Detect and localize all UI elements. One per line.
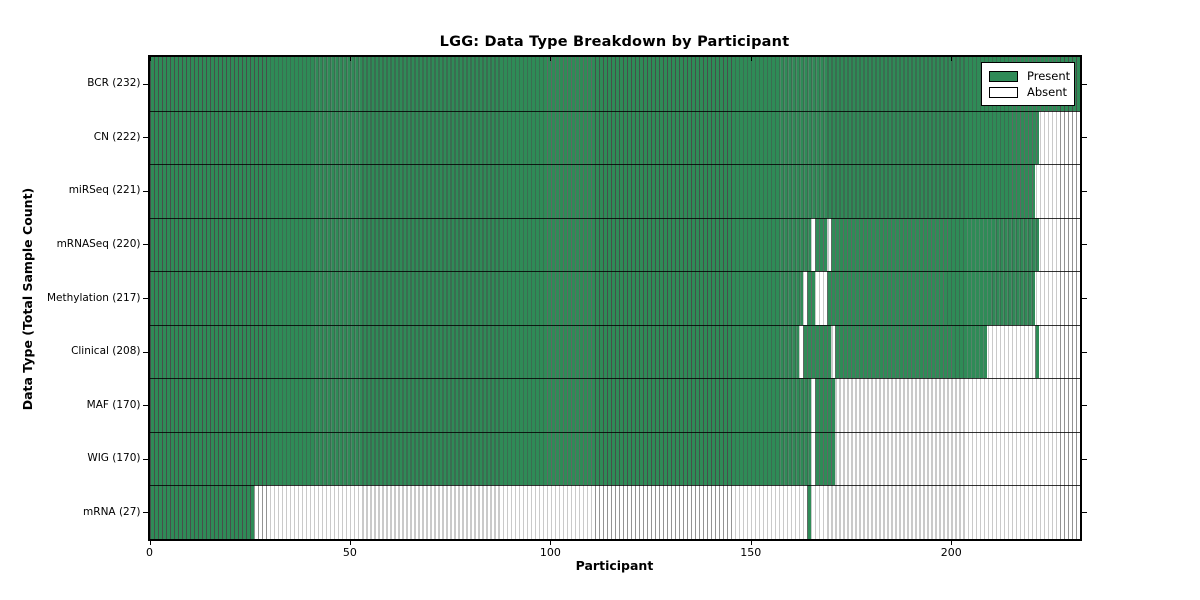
y-tick	[142, 512, 148, 514]
heatmap-row-miRSeq	[149, 164, 1080, 218]
y-tick	[1081, 405, 1087, 407]
row-separator	[149, 164, 1080, 166]
x-tick	[750, 541, 752, 545]
row-separator	[149, 324, 1080, 326]
legend-label-present: Present	[1027, 69, 1071, 83]
x-tick-label: 0	[146, 546, 153, 559]
present-segment	[149, 271, 803, 325]
x-tick	[149, 541, 151, 545]
x-tick	[349, 57, 351, 61]
y-tick-label: CN (222)	[93, 130, 141, 143]
x-tick-label: 200	[940, 546, 962, 559]
y-tick	[1081, 244, 1087, 246]
present-segment	[806, 271, 815, 325]
y-tick	[142, 405, 148, 407]
row-separator	[149, 485, 1080, 487]
present-segment	[814, 217, 827, 272]
row-separator	[149, 378, 1080, 380]
y-tick	[1081, 458, 1087, 460]
y-tick	[142, 351, 148, 353]
x-tick-label: 150	[740, 546, 762, 559]
y-tick-label: MAF (170)	[86, 398, 141, 411]
y-tick-label: mRNASeq (220)	[56, 237, 141, 250]
legend-label-absent: Absent	[1027, 85, 1068, 99]
x-tick	[750, 57, 752, 61]
y-tick-label: BCR (232)	[87, 77, 141, 90]
row-separator	[149, 110, 1080, 112]
present-segment	[1035, 324, 1040, 379]
heatmap-row-Methylation	[149, 271, 1080, 325]
y-tick-label: Clinical (208)	[71, 345, 141, 358]
legend-item-absent: Absent	[989, 84, 1068, 100]
present-segment	[149, 110, 1040, 165]
x-tick	[550, 541, 552, 545]
x-axis-title: Participant	[575, 558, 654, 573]
y-tick	[142, 137, 148, 139]
present-segment	[814, 431, 835, 486]
heatmap-row-CN	[149, 110, 1080, 165]
chart-title: LGG: Data Type Breakdown by Participant	[439, 34, 790, 50]
x-tick	[149, 57, 151, 61]
x-tick-label: 50	[342, 546, 357, 559]
present-segment	[834, 324, 988, 379]
present-segment	[802, 324, 831, 379]
present-segment	[826, 271, 1036, 325]
present-segment	[814, 378, 835, 432]
absent-background	[149, 485, 1080, 539]
x-tick	[951, 57, 953, 61]
y-tick	[142, 244, 148, 246]
row-separator	[149, 217, 1080, 219]
present-segment	[149, 217, 811, 272]
absent-swatch-icon	[989, 86, 1018, 98]
present-segment	[149, 485, 254, 539]
y-tick	[1081, 512, 1087, 514]
row-separator	[149, 431, 1080, 433]
y-tick-label: miRSeq (221)	[68, 184, 141, 197]
present-swatch-icon	[989, 70, 1018, 82]
y-tick	[1081, 190, 1087, 192]
heatmap-row-BCR	[149, 57, 1080, 111]
legend: Present Absent	[981, 62, 1075, 106]
y-tick	[1081, 137, 1087, 139]
x-tick-label: 100	[539, 546, 561, 559]
heatmap-row-Clinical	[149, 324, 1080, 379]
present-segment	[149, 431, 811, 486]
y-tick	[142, 190, 148, 192]
x-tick	[951, 541, 953, 545]
heatmap-row-mRNA	[149, 485, 1080, 539]
y-tick	[142, 83, 148, 85]
x-tick	[550, 57, 552, 61]
y-tick	[1081, 351, 1087, 353]
x-tick	[349, 541, 351, 545]
y-tick	[142, 458, 148, 460]
heatmap-row-WIG	[149, 431, 1080, 486]
heatmap-row-mRNASeq	[149, 217, 1080, 272]
row-separator	[149, 271, 1080, 273]
y-tick	[1081, 298, 1087, 299]
present-segment	[830, 217, 1040, 272]
present-segment	[806, 485, 811, 539]
present-segment	[149, 324, 799, 379]
heatmap-row-MAF	[149, 378, 1080, 432]
y-tick	[142, 298, 148, 299]
y-tick-label: Methylation (217)	[46, 291, 141, 304]
present-segment	[149, 378, 811, 432]
plot-area	[149, 57, 1080, 539]
present-segment	[149, 57, 1080, 111]
y-tick-label: WIG (170)	[87, 452, 141, 465]
y-tick	[1081, 83, 1087, 85]
y-tick-label: mRNA (27)	[83, 505, 141, 518]
legend-item-present: Present	[989, 68, 1071, 84]
present-segment	[149, 164, 1036, 218]
